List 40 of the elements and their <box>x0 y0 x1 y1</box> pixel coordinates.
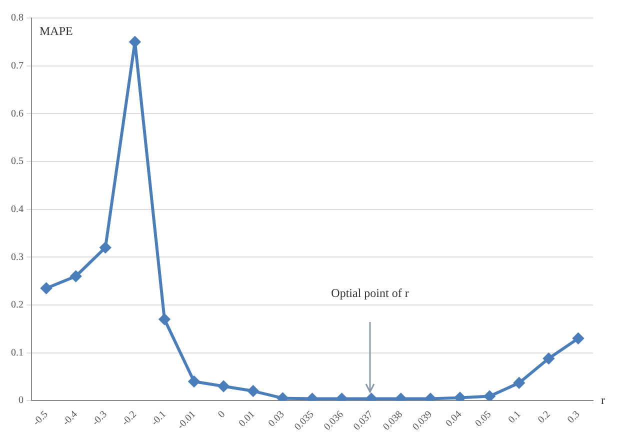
x-tick-label: -0.1 <box>149 409 168 428</box>
point <box>514 377 525 388</box>
x-tick-label: 0 <box>216 409 228 420</box>
point <box>543 353 554 364</box>
point <box>484 390 496 401</box>
point <box>454 392 466 401</box>
x-tick-label: 0.2 <box>536 409 553 426</box>
y-tick-label: 0.8 <box>11 12 24 24</box>
point <box>100 242 111 254</box>
x-tick-label: 0.01 <box>236 409 258 430</box>
y-tick-label: 0.6 <box>11 108 24 120</box>
x-tick-label: -0.4 <box>60 409 80 428</box>
point <box>158 314 170 325</box>
point <box>218 380 230 392</box>
y-tick-label: 0.5 <box>11 156 24 168</box>
point <box>40 282 52 294</box>
point <box>129 36 140 48</box>
y-tick-label: 0.1 <box>11 347 24 358</box>
y-tick-label: 0.3 <box>11 252 24 263</box>
x-tick-label: 0.1 <box>506 409 524 426</box>
y-axis-title: MAPE <box>40 24 73 38</box>
x-tick-label: 0.05 <box>473 409 494 430</box>
point <box>572 332 584 344</box>
x-tick-label: -0.2 <box>120 409 139 428</box>
y-tick-label: 0.2 <box>11 300 24 311</box>
y-tick-label: 0 <box>18 395 24 406</box>
point <box>188 376 200 387</box>
point <box>277 392 288 401</box>
x-tick-label: 0.04 <box>444 409 464 430</box>
x-tick-label: 0.3 <box>566 409 582 426</box>
x-tick-label: 0.03 <box>266 409 287 430</box>
x-tick-label: -0.01 <box>176 409 198 432</box>
y-tick-label: 0.4 <box>11 204 24 215</box>
x-axis-title: r <box>601 392 605 407</box>
x-tick-label: -0.3 <box>90 409 110 428</box>
x-tick-label: -0.5 <box>31 409 50 428</box>
y-tick-label: 0.7 <box>11 60 24 72</box>
point <box>248 386 259 397</box>
point <box>70 270 82 282</box>
annotation: Optial point of r <box>331 286 409 300</box>
